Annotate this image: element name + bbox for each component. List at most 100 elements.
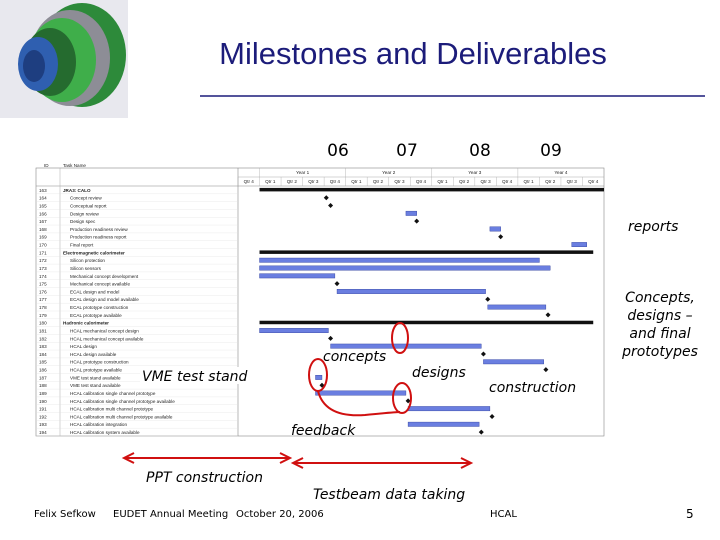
slide-title: Milestones and Deliverables	[219, 36, 607, 71]
task-bar	[405, 210, 417, 216]
footer-event: EUDET Annual Meeting	[113, 509, 228, 520]
annotation: reports	[628, 219, 678, 235]
task-id: 182	[39, 336, 47, 341]
milestone	[478, 429, 484, 435]
task-name: JRA3: CALO	[63, 188, 91, 193]
task-bar	[407, 421, 480, 427]
milestone	[489, 413, 495, 419]
highlights	[121, 322, 474, 469]
task-id: 176	[39, 289, 47, 294]
quarter-label: Qtr 4	[588, 179, 599, 184]
year-header: Year 2	[382, 170, 396, 175]
task-name: HCAL prototype construction	[70, 360, 129, 365]
task-id: 190	[39, 399, 47, 404]
task-bar	[407, 406, 491, 412]
task-name: Conceptual report	[70, 203, 107, 208]
task-id: 172	[39, 258, 47, 263]
milestone	[545, 312, 551, 318]
highlight-ellipse	[391, 322, 409, 354]
milestone	[498, 234, 504, 240]
feedback-arc	[317, 390, 401, 417]
task-name: HCAL mechanical concept available	[70, 336, 144, 341]
annotation: designs	[412, 365, 466, 381]
task-id: 167	[39, 219, 47, 224]
annotation: construction	[489, 380, 576, 396]
quarter-label: Qtr 4	[502, 179, 513, 184]
task-name: Production readiness review	[70, 227, 128, 232]
task-id: 193	[39, 422, 47, 427]
quarter-label: Qtr 1	[524, 179, 535, 184]
label-backdrop	[140, 367, 252, 384]
milestone	[543, 367, 549, 373]
task-id: 194	[39, 430, 47, 435]
milestone	[323, 195, 329, 201]
milestone	[328, 203, 334, 209]
annotation-line: prototypes	[621, 344, 698, 360]
task-id: 186	[39, 368, 47, 373]
task-id: 191	[39, 407, 47, 412]
task-name: HCAL mechanical concept design	[70, 328, 139, 333]
arrow-head	[121, 452, 293, 464]
summary-bar	[259, 187, 604, 192]
annotation: feedback	[291, 423, 356, 439]
quarter-label: Qtr 3	[394, 179, 405, 184]
task-name: HCAL design available	[70, 352, 117, 357]
column-header: ID	[44, 163, 49, 168]
task-id: 173	[39, 266, 47, 271]
quarter-label: Qtr 3	[308, 179, 319, 184]
milestone	[480, 351, 486, 357]
task-id: 178	[39, 305, 47, 310]
task-id: 187	[39, 375, 47, 380]
task-id: 192	[39, 414, 47, 419]
task-bar	[336, 289, 486, 294]
task-id: 164	[39, 196, 47, 201]
quarter-label: Qtr 3	[480, 179, 491, 184]
task-name: Silicon protection	[70, 258, 105, 263]
task-bar	[259, 273, 336, 279]
column-header: Task Name	[63, 163, 86, 168]
task-bar	[315, 375, 323, 380]
year-header: Year 1	[296, 170, 310, 175]
task-name: HCAL calibration multi channel prototype	[70, 407, 154, 412]
annotation: concepts	[323, 349, 386, 365]
task-name: Hadronic calorimeter	[63, 321, 109, 326]
year-label: 09	[540, 141, 562, 161]
task-name: Design spec	[70, 219, 96, 224]
quarter-label: Qtr 4	[330, 179, 341, 184]
milestone	[485, 296, 491, 302]
milestone	[328, 335, 334, 341]
year-header: Year 4	[554, 170, 568, 175]
task-name: ECAL prototype available	[70, 313, 122, 318]
task-name: HCAL calibration system available	[70, 430, 140, 435]
task-name: ECAL prototype construction	[70, 305, 129, 310]
quarter-label: Qtr 1	[351, 179, 362, 184]
task-bar	[489, 226, 501, 232]
task-bar	[259, 328, 329, 333]
task-name: HCAL calibration single channel prototyp…	[70, 399, 175, 404]
quarter-label: Qtr 3	[567, 179, 578, 184]
summary-bar	[259, 250, 594, 254]
milestone	[334, 281, 340, 287]
task-name: Concept review	[70, 196, 102, 201]
task-id: 165	[39, 203, 47, 208]
task-name: HCAL calibration single channel prototyp…	[70, 391, 156, 396]
task-name: VME test stand available	[70, 383, 121, 388]
task-bar	[315, 390, 407, 396]
task-name: ECAL design and model	[70, 289, 119, 294]
annotation-line: and final	[629, 326, 690, 342]
footer-group: HCAL	[490, 509, 517, 520]
task-name: HCAL prototype available	[70, 368, 122, 373]
quarter-label: Qtr 4	[244, 179, 255, 184]
task-name: HCAL calibration integration	[70, 422, 127, 427]
annotation-block: Concepts, designs – and final prototypes	[621, 290, 698, 360]
task-name: ECAL design and model available	[70, 297, 139, 302]
task-name: Silicon sensors	[70, 266, 102, 271]
arrow-head	[290, 457, 474, 469]
quarter-label: Qtr 1	[437, 179, 448, 184]
highlight-ellipse	[392, 382, 412, 414]
milestone	[405, 398, 411, 404]
quarter-label: Qtr 2	[287, 179, 298, 184]
task-name: VME test stand available	[70, 375, 121, 380]
task-bar	[259, 257, 540, 263]
